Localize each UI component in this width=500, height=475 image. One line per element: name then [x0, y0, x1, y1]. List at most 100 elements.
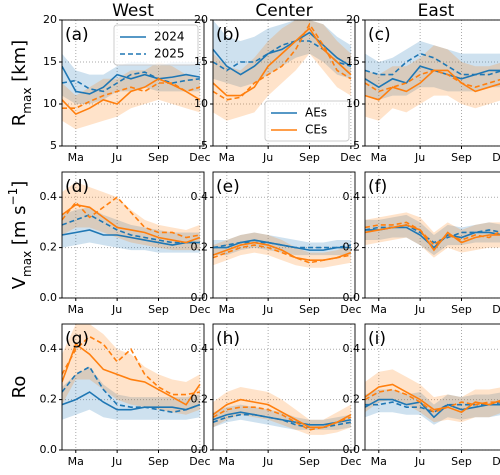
x-tick-label: Ma [68, 303, 84, 316]
band [365, 369, 500, 423]
x-tick-label: Dec [340, 455, 361, 468]
plot-area [62, 182, 201, 253]
frame [364, 19, 500, 147]
x-tick-label: Ma [371, 151, 387, 164]
x-tick-label: Dec [189, 151, 210, 164]
y-tick-label: 15 [43, 55, 57, 68]
x-tick-label: Sep [451, 303, 472, 316]
x-tick-label: Sep [148, 455, 169, 468]
y-tick-label: 10 [43, 97, 57, 110]
y-tick-label: 0.0 [191, 443, 209, 456]
x-tick-label: Sep [148, 151, 169, 164]
series-line [213, 413, 352, 429]
series-line [365, 224, 500, 244]
series-line [62, 335, 201, 396]
y-tick-label: 0.2 [40, 241, 58, 254]
y-tick-label: 5 [353, 139, 360, 152]
y-tick-label: 0.2 [191, 241, 209, 254]
panel-label: (h) [216, 329, 240, 349]
x-tick-label: Dec [340, 151, 361, 164]
y-tick-label: 5 [50, 139, 57, 152]
x-tick-label: Dec [492, 303, 500, 316]
series-line [213, 241, 352, 249]
y-tick-label: 20 [194, 13, 208, 26]
x-tick-label: Sep [148, 303, 169, 316]
x-tick-label: Ju [262, 455, 273, 468]
x-tick-label: Ma [219, 455, 235, 468]
series-line [365, 52, 500, 76]
band [365, 389, 500, 425]
y-label-part: ] [9, 181, 30, 188]
x-tick-label: Sep [299, 303, 320, 316]
series-line [62, 213, 200, 244]
panel-label: (c) [368, 25, 391, 45]
band [62, 62, 200, 130]
series-line [213, 411, 352, 426]
frame [61, 171, 205, 299]
legend-label: AEs [305, 106, 327, 120]
series-line [365, 383, 500, 414]
x-tick-label: Ju [262, 151, 273, 164]
band [365, 212, 500, 258]
legend-label: 2024 [154, 30, 185, 44]
x-tick-label: Ju [414, 303, 425, 316]
frame [364, 171, 500, 299]
legend-box [113, 24, 199, 66]
x-tick-label: Dec [340, 303, 361, 316]
frame [61, 19, 205, 147]
panel-label: (g) [65, 329, 89, 349]
series-line [62, 71, 200, 93]
band [365, 214, 500, 256]
x-tick-label: Ma [219, 303, 235, 316]
plot-area [365, 369, 500, 425]
y-tick-label: 0.0 [40, 443, 58, 456]
y-label-part: R [9, 114, 30, 127]
series-line [62, 82, 201, 109]
y-tick-label: 0.4 [343, 342, 361, 355]
legend-label: CEs [305, 123, 327, 137]
series-line [213, 239, 351, 251]
y-axis-label: Rmax [km] [9, 40, 34, 126]
y-tick-label: 10 [346, 97, 360, 110]
frame [212, 323, 356, 451]
band [365, 45, 500, 121]
y-tick-label: 0.0 [343, 443, 361, 456]
plot-area [213, 20, 352, 121]
series-line [62, 342, 201, 406]
band [213, 404, 351, 430]
series-line [365, 221, 500, 247]
series-line [62, 203, 201, 244]
series-line [62, 77, 201, 116]
y-tick-label: 0.4 [191, 190, 209, 203]
band [213, 387, 351, 435]
y-tick-label: 0.4 [343, 190, 361, 203]
panel-label: (b) [216, 25, 240, 45]
x-tick-label: Ju [414, 151, 425, 164]
series-line [213, 22, 352, 101]
y-tick-label: 0.2 [40, 393, 58, 406]
y-tick-label: 5 [201, 139, 208, 152]
y-axis-label: Ro [9, 376, 30, 399]
series-line [62, 229, 200, 246]
x-tick-label: Ju [262, 303, 273, 316]
y-label-part: Ro [9, 376, 30, 399]
panel-label: (d) [65, 177, 89, 197]
y-tick-label: 0.0 [40, 291, 58, 304]
series-line [365, 224, 500, 252]
band [62, 324, 200, 415]
y-tick-label: 0.4 [191, 342, 209, 355]
series-line [213, 406, 352, 431]
panel-label: (e) [216, 177, 240, 197]
y-label-part: [km] [9, 40, 30, 88]
y-tick-label: 20 [43, 13, 57, 26]
plot-area [365, 41, 500, 121]
series-line [213, 244, 352, 264]
plot-area [62, 53, 201, 130]
y-tick-label: 0.2 [343, 241, 361, 254]
y-label-part: V [9, 276, 30, 289]
frame [364, 323, 500, 451]
plot-area [213, 232, 352, 268]
y-tick-label: 0.0 [343, 291, 361, 304]
plot-area [62, 324, 201, 420]
